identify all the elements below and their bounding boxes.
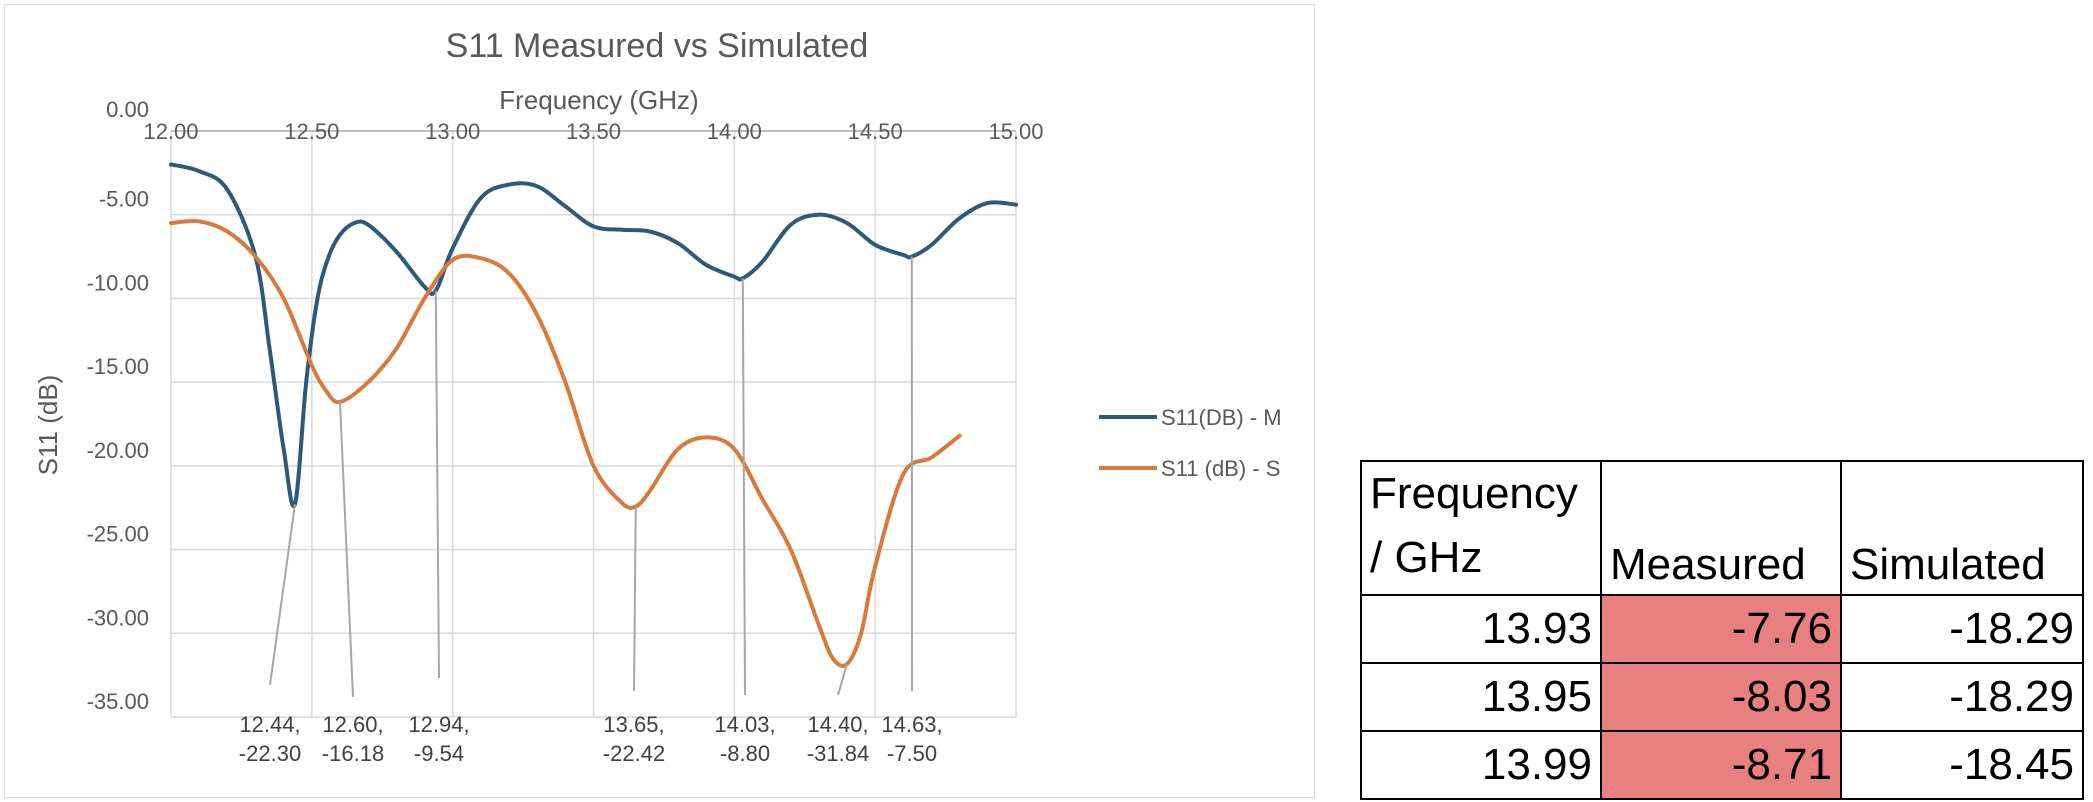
annotation-leader-line xyxy=(633,506,637,692)
grid-layer xyxy=(170,130,1017,718)
x-tick-label: 12.50 xyxy=(284,119,339,144)
table-row: 13.93 -7.76 -18.29 xyxy=(1360,594,2084,664)
annotation-label-y: -22.42 xyxy=(603,741,665,766)
annotation-label-x: 12.44, xyxy=(239,712,300,737)
y-tick-label: 0.00 xyxy=(106,97,149,122)
y-tick-label: -25.00 xyxy=(87,522,149,547)
chart-title: S11 Measured vs Simulated xyxy=(446,27,869,65)
line-chart: 12.44, -22.30 12.60, -16.18 12.94, -9.54 13.65… xyxy=(33,27,1282,766)
y-axis-title: S11 (dB) xyxy=(33,375,63,476)
cell-measured: -7.76 xyxy=(1600,594,1842,664)
annotation-label-x: 14.63, xyxy=(881,712,942,737)
annotation-label-x: 12.94, xyxy=(408,712,469,737)
annotation-label-y: -7.50 xyxy=(887,741,937,766)
header-frequency: Frequency / GHz xyxy=(1360,460,1602,596)
x-tick-label: 13.00 xyxy=(425,119,480,144)
annotation-leader-line xyxy=(434,290,440,679)
x-tick-label: 12.00 xyxy=(143,119,198,144)
tick-layer: 12.00 12.50 13.00 13.50 14.00 14.50 15.00 0.00 -… xyxy=(87,97,1044,714)
annotation-label-y: -31.84 xyxy=(807,741,869,766)
x-tick-label: 14.50 xyxy=(848,119,903,144)
cell-frequency: 13.99 xyxy=(1360,730,1602,800)
annotation-leader-line xyxy=(339,401,354,698)
y-tick-label: -10.00 xyxy=(87,270,149,295)
legend-label-simulated: S11 (dB) - S xyxy=(1161,456,1280,481)
header-simulated: Simulated xyxy=(1840,460,2084,596)
x-axis-title: Frequency (GHz) xyxy=(499,85,698,115)
table-row: 13.99 -8.71 -18.45 xyxy=(1360,730,2084,800)
annotation-label-y: -9.54 xyxy=(414,741,464,766)
cell-frequency: 13.93 xyxy=(1360,594,1602,664)
annotation-label-x: 14.03, xyxy=(714,712,775,737)
y-tick-label: -15.00 xyxy=(87,354,149,379)
y-tick-label: -20.00 xyxy=(87,438,149,463)
y-tick-label: -5.00 xyxy=(99,187,149,212)
cell-measured: -8.71 xyxy=(1600,730,1842,800)
header-frequency-line1: Frequency xyxy=(1370,469,1578,518)
cell-simulated: -18.29 xyxy=(1840,594,2084,664)
chart-panel: 12.44, -22.30 12.60, -16.18 12.94, -9.54 13.65… xyxy=(4,4,1315,798)
annotation-leader-line xyxy=(837,663,848,696)
annotation-label-x: 14.40, xyxy=(807,712,868,737)
annotation-label-y: -22.30 xyxy=(239,741,301,766)
cell-simulated: -18.45 xyxy=(1840,730,2084,800)
header-measured: Measured xyxy=(1600,460,1842,596)
annotation-label-x: 13.65, xyxy=(603,712,664,737)
cell-frequency: 13.95 xyxy=(1360,662,1602,732)
table-header-row: Frequency / GHz Measured Simulated xyxy=(1360,460,2084,596)
cell-simulated: -18.29 xyxy=(1840,662,2084,732)
annotation-label-x: 12.60, xyxy=(322,712,383,737)
series-line-simulated xyxy=(169,219,962,668)
cell-measured: -8.03 xyxy=(1600,662,1842,732)
x-tick-label: 15.00 xyxy=(988,119,1043,144)
annotation-leader-line xyxy=(741,278,746,696)
y-tick-label: -35.00 xyxy=(87,689,149,714)
annotation-label-y: -8.80 xyxy=(720,741,770,766)
legend-label-measured: S11(DB) - M xyxy=(1161,405,1282,430)
annotation-layer: 12.44, -22.30 12.60, -16.18 12.94, -9.54 13.65… xyxy=(239,256,943,766)
annotation-leader-line xyxy=(269,504,296,686)
y-tick-label: -30.00 xyxy=(87,605,149,630)
legend: S11(DB) - M S11 (dB) - S xyxy=(1099,405,1282,481)
x-tick-label: 14.00 xyxy=(707,119,762,144)
annotation-label-y: -16.18 xyxy=(322,741,384,766)
header-frequency-line2: / GHz xyxy=(1370,533,1483,582)
comparison-table: Frequency / GHz Measured Simulated 13.93… xyxy=(1360,460,2084,800)
table-row: 13.95 -8.03 -18.29 xyxy=(1360,662,2084,732)
x-tick-label: 13.50 xyxy=(566,119,621,144)
